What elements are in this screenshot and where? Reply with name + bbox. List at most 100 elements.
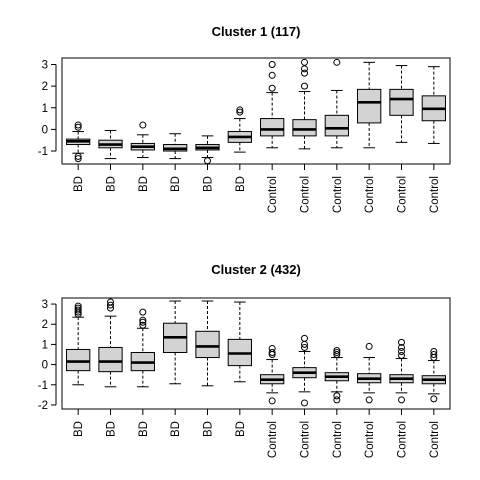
outlier-point (333, 346, 341, 354)
box-2 (98, 298, 123, 388)
outlier-point (74, 304, 82, 312)
outlier-point (204, 157, 211, 165)
outlier-point (333, 396, 341, 404)
box-11 (389, 338, 414, 404)
outlier-point (398, 352, 405, 360)
plot-frame (61, 57, 451, 165)
iqr-box (357, 88, 382, 124)
y-tick-label: 2 (42, 81, 48, 93)
y-tick-label: -2 (38, 400, 48, 412)
box-7 (260, 60, 285, 149)
box-4 (163, 300, 188, 385)
outlier-point (268, 344, 276, 352)
iqr-box (98, 346, 123, 373)
outlier-point (301, 334, 308, 342)
outlier-point (301, 69, 308, 77)
y-tick-label: 0 (42, 360, 48, 372)
x-tick-label: Control (332, 176, 344, 213)
x-tick-label: BD (106, 421, 118, 437)
x-tick-label: BD (203, 176, 215, 192)
outlier-point (236, 106, 244, 114)
box-7 (260, 344, 285, 405)
x-tick-label: Control (300, 176, 312, 213)
box-5 (195, 135, 220, 165)
chart-title: Cluster 2 (432) (211, 262, 301, 277)
outlier-point (74, 155, 82, 163)
box-8 (292, 58, 317, 150)
outlier-point (268, 397, 276, 405)
x-tick-label: BD (170, 176, 182, 192)
x-tick-label: Control (397, 421, 409, 458)
box-11 (389, 65, 414, 143)
outlier-point (398, 338, 405, 346)
box-6 (227, 301, 252, 383)
outlier-point (301, 343, 308, 351)
outlier-point (398, 347, 405, 355)
outlier-point (333, 348, 341, 356)
outlier-point (139, 318, 147, 326)
iqr-box (260, 118, 285, 137)
outlier-point (430, 347, 438, 355)
y-tick-label: -1 (38, 146, 48, 158)
box-3 (130, 308, 155, 388)
cluster-2-panel: Cluster 2 (432) -2 -1 0 1 2 3 BD BD BD BD BD BD Contr… (38, 262, 451, 458)
x-tick-label: BD (138, 176, 150, 192)
box-10 (357, 61, 382, 149)
outlier-point (74, 302, 82, 310)
outlier-point (333, 351, 341, 359)
box-10 (357, 342, 382, 404)
outlier-point (107, 301, 114, 309)
y-tick-label: 2 (42, 319, 48, 331)
x-tick-label: Control (332, 421, 344, 458)
outlier-point (268, 60, 276, 68)
y-tick-label: 3 (42, 59, 48, 71)
box-6 (227, 106, 252, 153)
outlier-point (74, 121, 82, 129)
outlier-point (430, 395, 438, 403)
outlier-point (333, 58, 341, 66)
outlier-point (301, 399, 308, 407)
outlier-point (268, 71, 276, 79)
box-12 (421, 66, 446, 144)
iqr-box (195, 330, 220, 359)
iqr-box (66, 348, 91, 372)
outlier-point (268, 348, 276, 356)
y-tick-label: 1 (42, 339, 48, 351)
x-tick-label: BD (73, 176, 85, 192)
x-tick-label: Control (267, 176, 279, 213)
box-9 (324, 346, 349, 404)
box-12 (421, 347, 446, 403)
outlier-point (398, 396, 405, 404)
outlier-point (430, 351, 438, 359)
outlier-point (139, 308, 147, 316)
x-tick-label: BD (138, 421, 150, 437)
chart-title: Cluster 1 (117) (212, 24, 301, 39)
outlier-point (268, 84, 276, 92)
box-1 (66, 121, 91, 163)
outlier-point (236, 108, 244, 116)
outlier-point (139, 121, 147, 129)
iqr-box (292, 119, 317, 137)
outlier-point (301, 82, 308, 90)
outlier-point (333, 392, 341, 400)
x-tick-label: Control (397, 176, 409, 213)
x-tick-label: BD (106, 176, 118, 192)
box-4 (163, 133, 188, 160)
outlier-point (365, 342, 373, 350)
outlier-point (398, 343, 405, 351)
x-tick-label: BD (170, 421, 182, 437)
y-tick-label: 3 (42, 299, 48, 311)
outlier-point (74, 152, 82, 160)
outlier-point (107, 298, 114, 306)
outlier-point (139, 321, 147, 329)
y-tick-label: -1 (38, 380, 48, 392)
iqr-box (389, 88, 414, 116)
x-tick-label: Control (300, 421, 312, 458)
x-tick-label: Control (364, 176, 376, 213)
box-5 (195, 300, 220, 387)
x-tick-label: BD (235, 421, 247, 437)
box-1 (66, 302, 91, 386)
box-3 (130, 121, 155, 159)
outlier-point (74, 123, 82, 131)
outlier-point (365, 396, 373, 404)
